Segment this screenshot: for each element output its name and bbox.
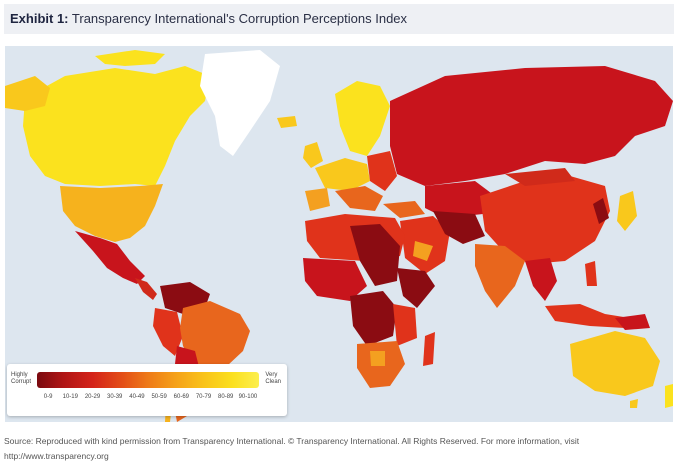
legend-tick: 60-69 <box>173 394 189 400</box>
world-map: Highly Corrupt Very Clean 0-9 10-19 20-2… <box>5 46 673 422</box>
region-brazil <box>180 301 250 376</box>
region-korea <box>593 198 609 224</box>
region-western-europe <box>315 158 370 191</box>
legend-low-label-line1: Highly <box>11 372 28 378</box>
legend-tick: 10-19 <box>62 394 78 400</box>
legend-tick: 30-39 <box>107 394 123 400</box>
region-gulf <box>413 241 433 261</box>
region-libya-sudan <box>350 224 400 286</box>
exhibit-label: Exhibit 1: <box>10 11 69 26</box>
region-central-america <box>135 278 157 300</box>
region-peru-ecuador <box>153 308 183 356</box>
legend-high-label-line2: Clean <box>265 379 281 385</box>
region-china <box>480 176 610 264</box>
region-canada <box>23 66 210 186</box>
region-indonesia <box>545 304 630 328</box>
region-turkey <box>383 201 425 218</box>
region-tasmania <box>630 399 638 408</box>
legend: Highly Corrupt Very Clean 0-9 10-19 20-2… <box>7 364 287 416</box>
legend-ticks: 0-9 10-19 20-29 30-39 40-49 50-59 60-69 … <box>37 394 259 404</box>
exhibit-title: Transparency International's Corruption … <box>71 11 408 26</box>
region-scandinavia <box>335 81 390 156</box>
region-mongolia <box>505 168 575 186</box>
legend-low-label: Highly Corrupt <box>11 372 31 386</box>
region-usa <box>60 184 163 242</box>
region-philippines <box>585 261 597 286</box>
legend-color-scale <box>37 372 259 388</box>
region-australia <box>570 331 660 396</box>
legend-tick: 90-100 <box>238 394 258 400</box>
region-alaska <box>5 76 50 111</box>
region-eastern-europe <box>367 151 397 191</box>
region-mexico <box>75 231 145 284</box>
legend-tick: 0-9 <box>43 394 53 400</box>
region-new-zealand <box>665 384 673 408</box>
region-horn-africa <box>397 268 435 308</box>
region-botswana <box>370 351 385 366</box>
region-russia <box>390 66 673 186</box>
region-madagascar <box>423 332 435 366</box>
legend-high-label: Very Clean <box>265 372 281 386</box>
legend-high-label-line1: Very <box>265 372 278 378</box>
source-note: Source: Reproduced with kind permission … <box>4 436 580 461</box>
legend-tick: 50-59 <box>151 394 167 400</box>
region-uk-ireland <box>303 142 323 168</box>
region-west-africa <box>303 258 367 301</box>
region-india <box>475 244 525 308</box>
region-italy-balkans <box>335 186 383 211</box>
region-papua <box>615 314 650 330</box>
region-arctic-islands <box>95 50 165 66</box>
legend-low-label-line2: Corrupt <box>11 379 32 385</box>
region-east-africa <box>393 304 417 346</box>
region-greenland <box>200 50 280 156</box>
region-southeast-asia <box>525 258 557 301</box>
region-iceland <box>277 116 297 128</box>
region-central-africa <box>350 291 397 346</box>
legend-tick: 40-49 <box>129 394 145 400</box>
exhibit-header: Exhibit 1: Transparency International's … <box>4 4 674 34</box>
legend-tick: 80-89 <box>218 394 234 400</box>
region-afghanistan-iraq <box>433 211 485 244</box>
region-iberia <box>305 188 330 211</box>
region-japan <box>617 191 637 231</box>
region-central-asia <box>425 181 495 218</box>
legend-tick: 20-29 <box>84 394 101 400</box>
legend-tick: 70-79 <box>195 394 212 400</box>
